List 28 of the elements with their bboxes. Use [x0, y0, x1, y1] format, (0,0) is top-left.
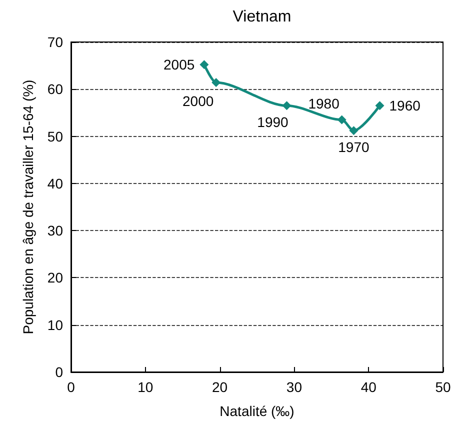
annotation: 1990 [257, 114, 289, 130]
point [282, 101, 292, 110]
annotation: 1960 [389, 98, 421, 114]
x-tick-label: 10 [138, 379, 154, 395]
x-tick-label: 0 [67, 379, 76, 395]
y-tick-label: 10 [47, 316, 64, 333]
y-tick-label: 70 [47, 34, 64, 50]
chart-title: Vietnam [232, 8, 292, 26]
y-tick-label: 30 [47, 222, 64, 239]
x-tick-label: 20 [212, 379, 228, 395]
y-tick-label: 40 [47, 175, 64, 192]
y-tick-label: 60 [47, 81, 64, 98]
annotation: 2000 [182, 93, 214, 110]
y-axis-title: Population en âge de travailler 15-64 (%) [20, 80, 36, 334]
y-tick-label: 50 [47, 128, 64, 144]
annotation: 1970 [338, 139, 370, 156]
annotation: 1980 [308, 95, 340, 112]
point [349, 126, 358, 136]
x-tick-label: 30 [286, 379, 302, 395]
point [337, 115, 346, 124]
annotation: 2005 [164, 56, 195, 73]
x-tick-label: 50 [435, 379, 451, 395]
x-tick-label: 40 [360, 379, 377, 395]
point [200, 60, 209, 70]
point [375, 101, 384, 110]
y-tick-label: 20 [47, 270, 64, 286]
y-tick-label: 0 [55, 364, 64, 380]
x-axis-title: Natalité (‰) [220, 403, 294, 419]
